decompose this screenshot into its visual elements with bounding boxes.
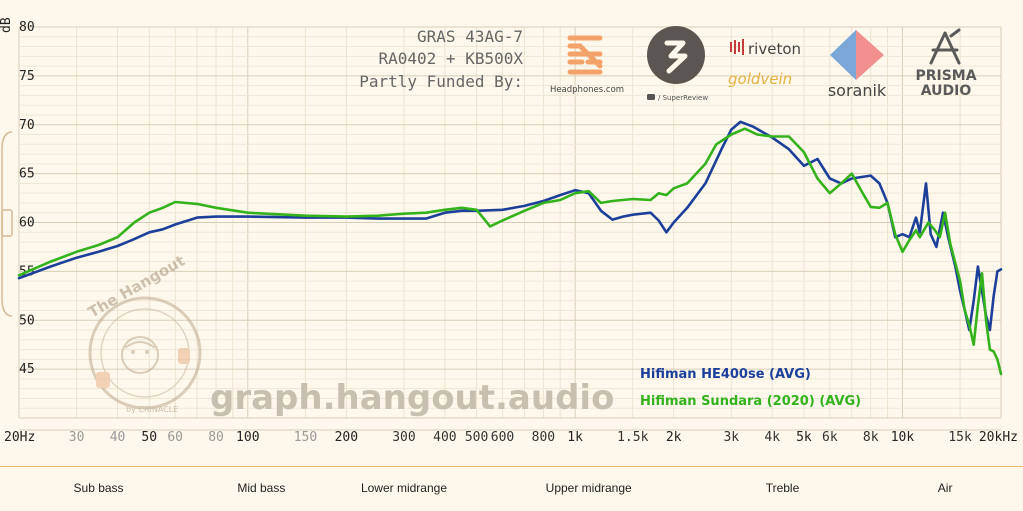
- y-tick-label: 60: [19, 216, 35, 231]
- headphones-com-logo: Headphones.com: [550, 35, 624, 95]
- x-tick-label: 40: [110, 430, 126, 445]
- superreview-logo: / SuperReview: [647, 26, 708, 102]
- svg-text:AUDIO: AUDIO: [921, 83, 972, 99]
- x-tick-label: 5k: [796, 430, 812, 445]
- prisma-audio-logo: PRISMA AUDIO: [915, 28, 977, 99]
- band-label: Treble: [765, 481, 800, 495]
- grid: [18, 26, 1002, 431]
- series-lines: [17, 120, 1003, 376]
- x-tick-label: 10k: [891, 430, 915, 445]
- x-tick-label: 400: [433, 430, 456, 445]
- y-axis-label: dB: [0, 17, 14, 33]
- legend-sundara[interactable]: Hifiman Sundara (2020) (AVG): [640, 394, 861, 409]
- band-label: Lower midrange: [360, 481, 447, 495]
- funded-by: Partly Funded By:: [359, 72, 523, 91]
- frequency-band-bar: Sub bass Mid bass Lower midrange Upper midr…: [0, 466, 1023, 511]
- x-tick-label: 50: [141, 430, 157, 445]
- x-tick-label: 1.5k: [617, 430, 648, 445]
- legend-he400se[interactable]: Hifiman HE400se (AVG): [640, 367, 811, 382]
- x-tick-label: 60: [167, 430, 183, 445]
- y-tick-label: 70: [19, 118, 35, 133]
- x-tick-label: 8k: [863, 430, 879, 445]
- riveton-logo: riveton goldvein: [728, 39, 801, 88]
- volume-bracket: [1, 131, 13, 317]
- x-tick-label: 3k: [723, 430, 739, 445]
- svg-text:PRISMA: PRISMA: [915, 68, 976, 84]
- x-tick-label: 4k: [764, 430, 780, 445]
- svg-text:Headphones.com: Headphones.com: [550, 85, 624, 95]
- x-tick-label: 15k: [948, 430, 972, 445]
- svg-text:/ SuperReview: / SuperReview: [658, 94, 708, 102]
- x-tick-label: 100: [236, 430, 259, 445]
- y-tick-label: 50: [19, 313, 35, 328]
- x-tick-label: 30: [69, 430, 85, 445]
- watermark-text: graph.hangout.audio: [210, 378, 614, 418]
- svg-text:goldvein: goldvein: [728, 70, 792, 88]
- band-label: Mid bass: [237, 481, 286, 495]
- x-tick-label: 300: [392, 430, 415, 445]
- x-tick-label: 500: [465, 430, 488, 445]
- x-tick-label: 800: [532, 430, 555, 445]
- y-tick-label: 80: [19, 20, 35, 35]
- x-tick-label: 20kHz: [979, 430, 1018, 445]
- y-tick-label: 75: [19, 69, 35, 84]
- rig-config: RA0402 + KB500X: [379, 49, 524, 68]
- x-tick-label: 200: [335, 430, 358, 445]
- x-tick-label: 6k: [822, 430, 838, 445]
- x-tick-label: 1k: [567, 430, 583, 445]
- x-tick-label: 80: [208, 430, 224, 445]
- y-tick-label: 65: [19, 167, 35, 182]
- band-label: Upper midrange: [545, 481, 632, 495]
- x-tick-label: 150: [294, 430, 317, 445]
- x-tick-label: 2k: [666, 430, 682, 445]
- soranik-logo: soranik: [828, 30, 887, 100]
- svg-text:riveton: riveton: [748, 40, 801, 58]
- band-label: Air: [937, 481, 953, 495]
- svg-text:soranik: soranik: [828, 81, 887, 100]
- x-tick-label: 20Hz: [4, 430, 35, 445]
- band-label: Sub bass: [73, 481, 124, 495]
- x-axis-ticks: 20Hz 30 40 50 60 80 100 150 200 300 400 500 600 800 1k…: [4, 430, 1018, 445]
- y-tick-label: 45: [19, 362, 35, 377]
- rig-name: GRAS 43AG-7: [417, 27, 523, 46]
- series-sundara-line: [17, 127, 1003, 376]
- frequency-response-chart: The Hangout by CRINACLE graph.hangout.au…: [0, 17, 1018, 445]
- x-tick-label: 600: [491, 430, 514, 445]
- badge-subtitle: by CRINACLE: [126, 405, 178, 414]
